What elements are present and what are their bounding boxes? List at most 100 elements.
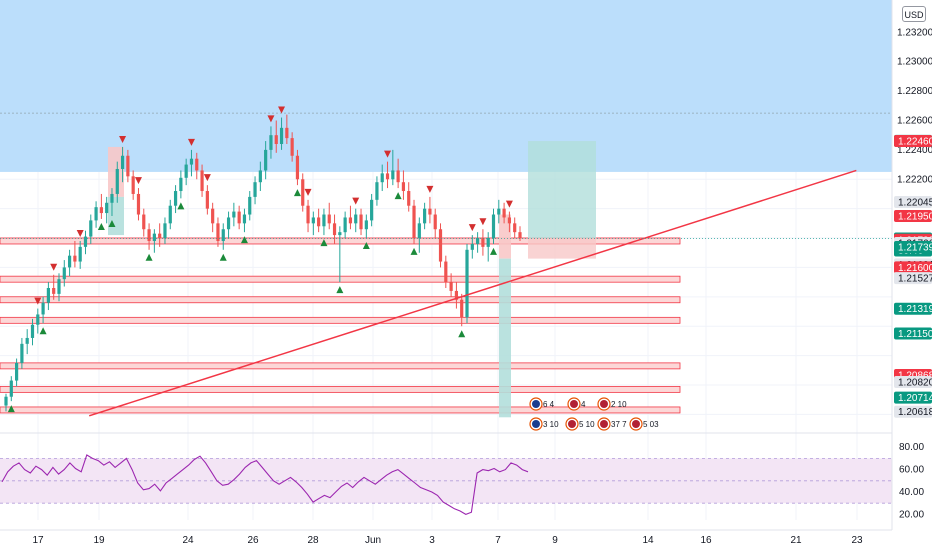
- candle-body[interactable]: [285, 127, 289, 139]
- candle-body[interactable]: [142, 214, 146, 230]
- candle-body[interactable]: [476, 238, 480, 244]
- candle-body[interactable]: [120, 155, 125, 169]
- support-band[interactable]: [0, 316, 681, 324]
- candle-body[interactable]: [94, 207, 98, 221]
- candle-body[interactable]: [211, 208, 215, 224]
- economic-event-icon[interactable]: 4: [567, 397, 586, 411]
- candle-body[interactable]: [380, 173, 384, 183]
- candle-body[interactable]: [67, 255, 72, 268]
- candle-body[interactable]: [158, 233, 162, 239]
- candle-body[interactable]: [301, 179, 305, 206]
- candle-body[interactable]: [385, 173, 390, 180]
- candle-body[interactable]: [391, 170, 395, 180]
- candle-body[interactable]: [359, 214, 363, 230]
- candle-body[interactable]: [237, 211, 241, 224]
- economic-event-icon[interactable]: 37 7: [597, 417, 627, 431]
- candle-body[interactable]: [136, 193, 141, 215]
- candle-body[interactable]: [502, 208, 506, 218]
- candle-body[interactable]: [4, 396, 8, 406]
- currency-button[interactable]: USD: [902, 6, 926, 22]
- price-tag[interactable]: 1.22460: [894, 135, 932, 148]
- candle-body[interactable]: [110, 193, 114, 203]
- candle-body[interactable]: [131, 176, 135, 194]
- candle-body[interactable]: [73, 255, 77, 262]
- range-box-green[interactable]: [499, 258, 511, 418]
- price-tag[interactable]: 1.21739: [894, 241, 932, 254]
- price-tag[interactable]: 1.21527: [894, 272, 932, 285]
- candle-body[interactable]: [274, 135, 278, 144]
- candle-body[interactable]: [370, 199, 374, 221]
- range-box-red[interactable]: [499, 214, 511, 259]
- candle-body[interactable]: [200, 170, 204, 192]
- trendline[interactable]: [88, 169, 857, 417]
- candle-body[interactable]: [407, 191, 411, 206]
- candle-body[interactable]: [343, 217, 347, 233]
- candle-body[interactable]: [105, 202, 109, 214]
- candle-body[interactable]: [41, 302, 45, 315]
- economic-event-icon[interactable]: 2 10: [597, 397, 627, 411]
- candle-body[interactable]: [20, 343, 24, 363]
- economic-event-icon[interactable]: 5 03: [629, 417, 659, 431]
- candle-body[interactable]: [322, 214, 326, 227]
- candle-body[interactable]: [25, 337, 29, 344]
- price-tag[interactable]: 1.22045: [894, 196, 932, 209]
- candle-body[interactable]: [52, 288, 56, 294]
- candle-body[interactable]: [99, 207, 103, 214]
- candle-body[interactable]: [205, 191, 209, 209]
- price-tag[interactable]: 1.20820: [894, 376, 932, 389]
- candle-body[interactable]: [83, 236, 88, 247]
- candle-body[interactable]: [348, 217, 353, 224]
- candle-body[interactable]: [438, 229, 443, 262]
- price-tag[interactable]: 1.20618: [894, 405, 932, 419]
- candle-body[interactable]: [30, 324, 35, 338]
- time-axis[interactable]: [0, 530, 932, 550]
- candle-body[interactable]: [216, 223, 220, 241]
- candle-body[interactable]: [242, 214, 247, 224]
- support-band[interactable]: [0, 362, 681, 370]
- candle-body[interactable]: [401, 182, 406, 192]
- candle-body[interactable]: [465, 249, 469, 318]
- candle-body[interactable]: [338, 232, 342, 236]
- candle-body[interactable]: [248, 196, 252, 215]
- candle-body[interactable]: [179, 177, 183, 192]
- candle-body[interactable]: [46, 288, 50, 303]
- candle-body[interactable]: [481, 238, 485, 247]
- candle-body[interactable]: [412, 205, 416, 239]
- candle-body[interactable]: [89, 220, 93, 237]
- candle-body[interactable]: [295, 155, 300, 180]
- candle-body[interactable]: [417, 223, 421, 239]
- rsi-line[interactable]: [1, 454, 529, 516]
- candle-body[interactable]: [290, 138, 294, 156]
- price-tag[interactable]: 1.21319: [894, 302, 932, 316]
- candle-body[interactable]: [428, 208, 432, 215]
- candle-body[interactable]: [36, 314, 40, 325]
- candle-body[interactable]: [14, 362, 19, 381]
- candle-body[interactable]: [449, 282, 453, 291]
- candle-body[interactable]: [364, 220, 368, 230]
- candle-body[interactable]: [264, 149, 268, 171]
- candle-body[interactable]: [327, 214, 331, 224]
- candle-body[interactable]: [460, 299, 464, 318]
- candle-body[interactable]: [184, 164, 188, 178]
- candle-body[interactable]: [269, 135, 273, 150]
- candle-body[interactable]: [486, 238, 490, 247]
- economic-event-icon[interactable]: 6 4: [529, 397, 555, 411]
- candle-body[interactable]: [189, 158, 194, 165]
- candle-body[interactable]: [258, 170, 262, 183]
- candle-body[interactable]: [433, 214, 437, 230]
- support-band[interactable]: [0, 406, 681, 414]
- economic-event-icon[interactable]: 3 10: [529, 417, 559, 431]
- candle-body[interactable]: [454, 290, 459, 300]
- price-tag[interactable]: 1.21950: [894, 210, 932, 223]
- candle-body[interactable]: [491, 214, 496, 239]
- candle-body[interactable]: [311, 217, 315, 224]
- candle-body[interactable]: [232, 211, 236, 218]
- long-position-target[interactable]: [528, 141, 596, 239]
- candle-body[interactable]: [497, 208, 501, 215]
- support-band[interactable]: [0, 385, 681, 393]
- candle-body[interactable]: [163, 223, 167, 239]
- candle-body[interactable]: [507, 217, 512, 224]
- price-tag[interactable]: 1.21600: [894, 261, 932, 274]
- candle-body[interactable]: [513, 223, 517, 233]
